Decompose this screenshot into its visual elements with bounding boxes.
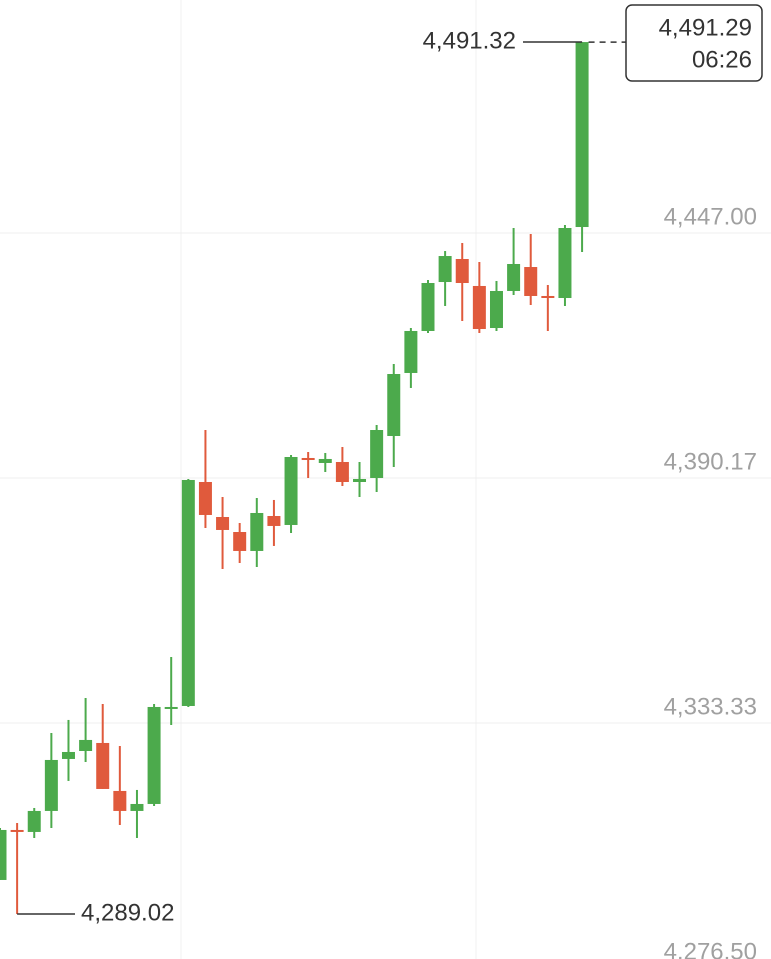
- candle-body: [489, 290, 503, 329]
- last-price-box: [625, 4, 763, 82]
- candle-body: [472, 285, 486, 330]
- candle-body: [27, 810, 41, 832]
- y-tick-label: 4,333.33: [664, 693, 757, 720]
- candle-body: [164, 706, 178, 709]
- candle-body: [147, 706, 161, 804]
- candle-body: [541, 295, 555, 299]
- candle-body: [130, 803, 144, 811]
- candle-body: [113, 790, 127, 811]
- candle-body: [421, 283, 435, 331]
- candle-body: [387, 374, 401, 436]
- candle-body: [575, 42, 589, 228]
- candle-body: [250, 512, 264, 551]
- max-label: 4,491.32: [423, 27, 516, 54]
- candle-body: [284, 456, 298, 525]
- candle-body: [507, 263, 521, 291]
- candle-body: [353, 478, 367, 482]
- candle-body: [318, 458, 332, 463]
- candle-body: [79, 739, 93, 751]
- candle-body: [61, 751, 75, 759]
- candle-body: [233, 532, 247, 551]
- candle-body: [455, 258, 469, 284]
- candle-body: [335, 461, 349, 482]
- candle-body: [301, 457, 315, 461]
- candle-body: [10, 829, 24, 832]
- candle-body: [558, 228, 572, 299]
- candle-body: [524, 267, 538, 296]
- candle-body: [198, 481, 212, 515]
- candle-body: [0, 829, 7, 880]
- candle-body: [370, 430, 384, 478]
- last-time-label: 06:26: [692, 46, 752, 73]
- candle-body: [438, 256, 452, 283]
- candle-body: [44, 759, 58, 811]
- y-tick-label: 4,390.17: [664, 448, 757, 475]
- min-label: 4,289.02: [81, 899, 174, 926]
- candle-body: [96, 742, 110, 789]
- candle-body: [404, 330, 418, 373]
- candle-body: [181, 479, 195, 706]
- y-tick-label: 4,447.00: [664, 203, 757, 230]
- last-price-label: 4,491.29: [659, 14, 752, 41]
- candle-body: [216, 516, 230, 530]
- candle-body: [267, 516, 281, 526]
- y-tick-label: 4,276.50: [664, 938, 757, 959]
